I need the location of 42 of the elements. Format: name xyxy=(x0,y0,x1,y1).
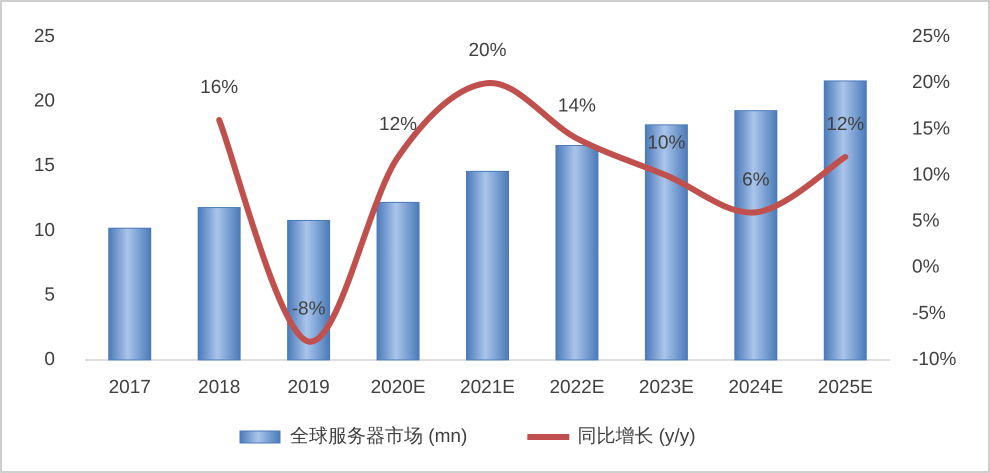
data-label: -8% xyxy=(292,298,326,320)
bar xyxy=(287,220,330,360)
x-tick-label: 2018 xyxy=(198,377,240,398)
bar xyxy=(108,228,152,360)
y2-tick-label: 25% xyxy=(912,26,950,48)
bar xyxy=(376,202,420,360)
data-label: 12% xyxy=(379,114,418,135)
y2-tick-label: -5% xyxy=(912,302,946,324)
x-tick-label: 2025E xyxy=(818,377,873,398)
data-label: 14% xyxy=(558,96,596,117)
bar xyxy=(644,124,688,360)
y-tick-label: 10 xyxy=(34,220,55,241)
legend-label: 全球服务器市场 (mn) xyxy=(290,425,468,448)
y-tick-label: 25 xyxy=(34,26,55,48)
bar xyxy=(198,207,241,360)
x-tick-label: 2017 xyxy=(108,377,151,398)
y-tick-label: 20 xyxy=(34,90,55,112)
bar xyxy=(824,80,867,360)
x-tick-label: 2019 xyxy=(287,377,330,398)
y-tick-label: 15 xyxy=(34,155,55,176)
legend-label: 同比增长 (y/y) xyxy=(577,426,696,448)
data-label: 12% xyxy=(826,114,864,135)
x-tick-label: 2022E xyxy=(549,377,604,398)
y-tick-label: 0 xyxy=(44,349,55,370)
x-tick-label: 2020E xyxy=(370,377,426,398)
y2-tick-label: -10% xyxy=(912,349,956,370)
bar xyxy=(466,170,509,360)
x-tick-label: 2024E xyxy=(728,377,784,398)
data-label: 20% xyxy=(468,40,507,62)
y-tick-label: 5 xyxy=(44,284,55,306)
bar xyxy=(555,145,598,360)
x-tick-label: 2021E xyxy=(460,377,515,398)
y2-tick-label: 0% xyxy=(912,256,940,278)
data-label: 16% xyxy=(200,77,238,98)
y2-tick-label: 10% xyxy=(912,164,950,186)
data-label: 6% xyxy=(742,169,770,190)
y2-tick-label: 5% xyxy=(912,210,940,232)
x-tick-label: 2023E xyxy=(638,377,694,398)
y2-tick-label: 20% xyxy=(912,72,950,94)
data-label: 10% xyxy=(647,132,686,154)
y2-tick-label: 15% xyxy=(912,118,950,140)
bar xyxy=(734,110,778,360)
